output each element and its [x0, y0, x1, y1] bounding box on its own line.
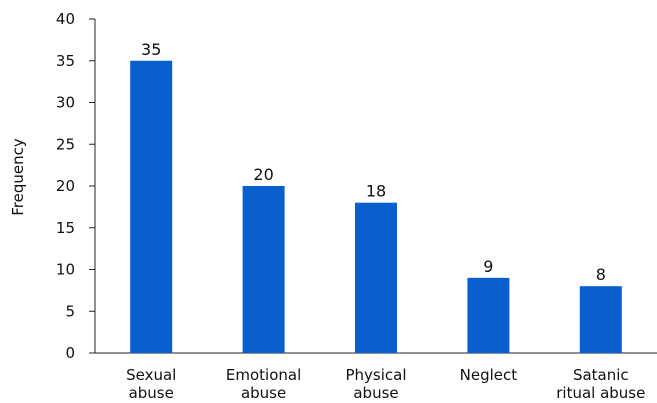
y-tick-label: 30	[56, 94, 75, 112]
bar	[130, 60, 173, 353]
category-label: abuse	[241, 384, 286, 402]
category-label: abuse	[129, 384, 174, 402]
data-label: 35	[141, 40, 161, 59]
category-label: Physical	[345, 366, 406, 384]
y-tick-label: 25	[56, 135, 75, 153]
bar	[467, 277, 510, 353]
category-label: Emotional	[226, 366, 301, 384]
data-label: 8	[596, 265, 606, 284]
data-label: 18	[366, 182, 386, 201]
category-label: ritual abuse	[556, 384, 645, 402]
category-label: Satanic	[573, 366, 629, 384]
y-tick-label: 5	[65, 302, 75, 320]
y-tick-label: 35	[56, 52, 75, 70]
data-label: 20	[253, 165, 273, 184]
y-tick-label: 10	[56, 261, 75, 279]
bar	[242, 186, 285, 353]
y-tick-label: 40	[56, 10, 75, 28]
y-tick-label: 15	[56, 219, 75, 237]
bar	[579, 286, 622, 353]
y-tick-label: 0	[65, 344, 75, 362]
category-label: abuse	[353, 384, 398, 402]
y-tick-label: 20	[56, 177, 75, 195]
plot-area: 051015202530354035Sexualabuse20Emotional…	[56, 10, 657, 402]
category-label: Sexual	[126, 366, 176, 384]
data-label: 9	[483, 257, 493, 276]
category-label: Neglect	[460, 366, 518, 384]
bar	[355, 202, 397, 353]
y-axis-title: Frequency	[9, 138, 27, 216]
